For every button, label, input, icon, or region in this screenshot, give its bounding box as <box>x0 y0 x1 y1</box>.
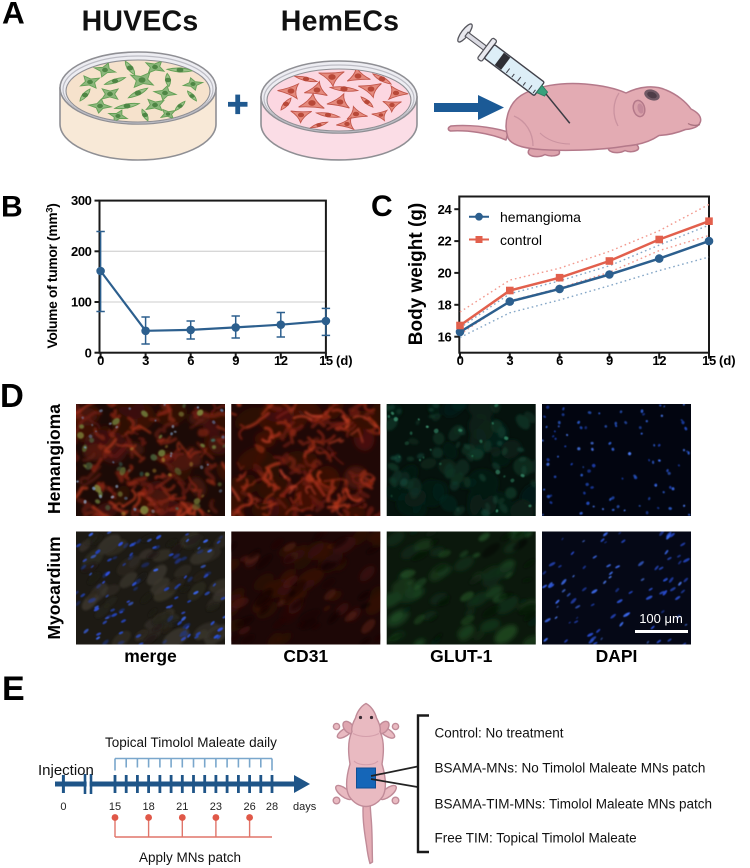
svg-text:CD31: CD31 <box>283 646 328 666</box>
svg-text:15: 15 <box>702 353 716 368</box>
svg-text:(d): (d) <box>336 353 353 368</box>
svg-text:21: 21 <box>176 801 188 813</box>
svg-text:Apply MNs patch: Apply MNs patch <box>139 850 241 865</box>
svg-text:28: 28 <box>266 801 278 813</box>
svg-text:16: 16 <box>438 329 452 344</box>
svg-text:A: A <box>2 0 25 31</box>
svg-text:100 μm: 100 μm <box>639 611 683 626</box>
svg-text:24: 24 <box>438 202 453 217</box>
svg-text:C: C <box>371 190 393 223</box>
svg-text:0: 0 <box>85 345 92 360</box>
svg-text:days: days <box>293 801 317 813</box>
svg-text:18: 18 <box>142 801 154 813</box>
svg-text:0: 0 <box>60 801 66 813</box>
svg-text:Control: No treatment: Control: No treatment <box>435 726 564 741</box>
svg-text:Myocardium: Myocardium <box>44 536 64 639</box>
svg-text:300: 300 <box>71 193 92 208</box>
svg-text:0: 0 <box>457 353 464 368</box>
svg-text:12: 12 <box>274 353 288 368</box>
svg-text:6: 6 <box>187 353 194 368</box>
svg-text:HUVECs: HUVECs <box>82 6 199 38</box>
svg-text:6: 6 <box>556 353 563 368</box>
svg-text:DAPI: DAPI <box>596 646 638 666</box>
svg-text:E: E <box>2 670 25 708</box>
svg-text:Volume of tumor (mm3): Volume of tumor (mm3) <box>45 203 61 348</box>
svg-text:100: 100 <box>71 295 92 310</box>
svg-text:GLUT-1: GLUT-1 <box>430 646 492 666</box>
svg-text:Hemangioma: Hemangioma <box>44 404 64 514</box>
svg-text:0: 0 <box>97 353 104 368</box>
svg-text:control: control <box>500 232 542 248</box>
svg-text:merge: merge <box>124 646 177 666</box>
svg-text:12: 12 <box>652 353 666 368</box>
svg-text:BSAMA-TIM-MNs: Timolol Maleate: BSAMA-TIM-MNs: Timolol Maleate MNs patch <box>435 797 713 812</box>
svg-text:HemECs: HemECs <box>281 6 399 38</box>
svg-text:26: 26 <box>243 801 255 813</box>
svg-text:15: 15 <box>109 801 121 813</box>
svg-text:Body weight (g): Body weight (g) <box>406 203 427 345</box>
svg-text:9: 9 <box>606 353 613 368</box>
svg-text:Injection: Injection <box>38 762 94 779</box>
svg-text:Free TIM: Topical Timolol Male: Free TIM: Topical Timolol Maleate <box>435 831 637 846</box>
svg-text:9: 9 <box>232 353 239 368</box>
svg-text:BSAMA-MNs: No Timolol Maleate: BSAMA-MNs: No Timolol Maleate MNs patch <box>435 761 706 776</box>
svg-text:D: D <box>0 377 24 414</box>
svg-text:B: B <box>1 191 23 224</box>
svg-text:20: 20 <box>438 266 452 281</box>
svg-text:hemangioma: hemangioma <box>500 209 581 225</box>
svg-text:18: 18 <box>438 297 452 312</box>
svg-text:22: 22 <box>438 234 452 249</box>
svg-text:3: 3 <box>506 353 513 368</box>
svg-text:(d): (d) <box>719 353 736 368</box>
svg-text:200: 200 <box>71 244 92 259</box>
svg-text:23: 23 <box>210 801 222 813</box>
svg-text:3: 3 <box>142 353 149 368</box>
svg-text:Topical Timolol Maleate daily: Topical Timolol Maleate daily <box>105 735 277 750</box>
svg-text:15: 15 <box>319 353 333 368</box>
